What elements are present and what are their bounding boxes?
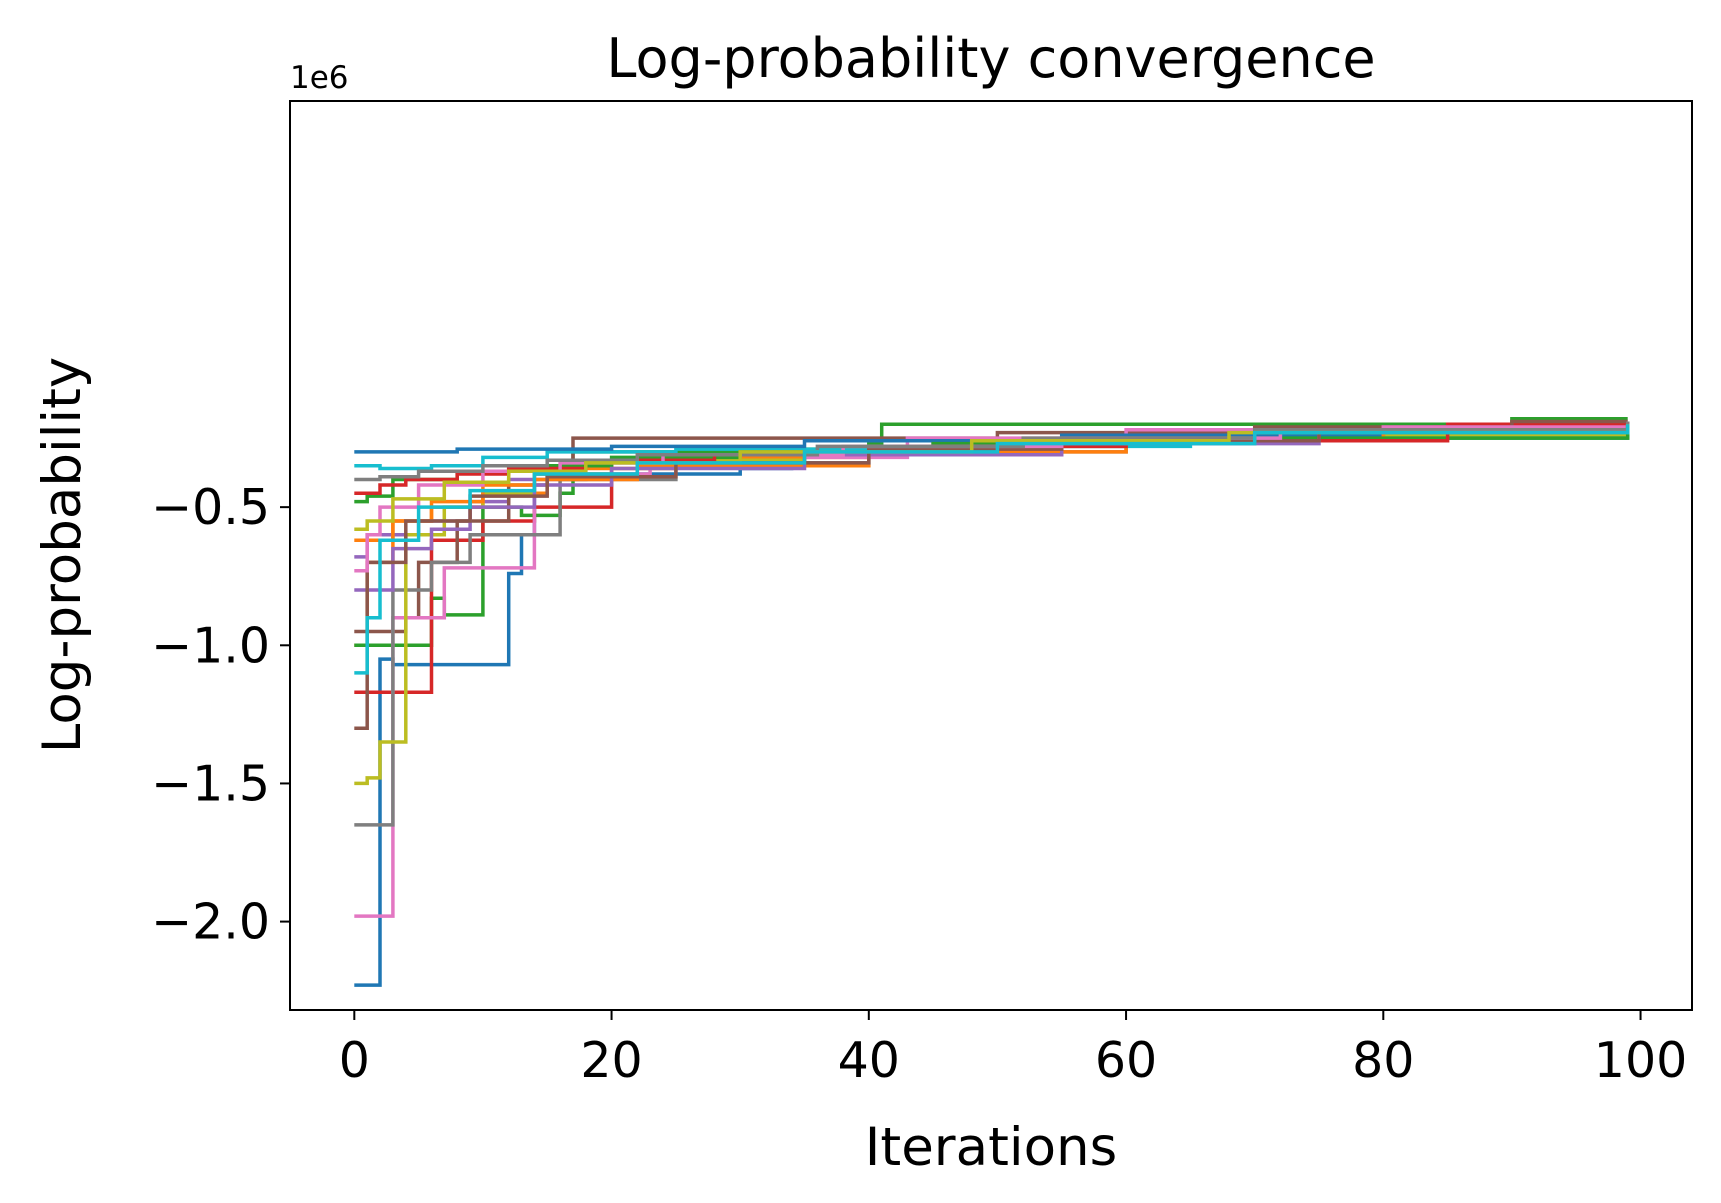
- x-tick-label: 100: [1594, 1032, 1688, 1089]
- series-line-15: [354, 427, 1630, 592]
- y-offset-label: 1e6: [290, 60, 349, 96]
- x-tick-label: 20: [580, 1032, 642, 1089]
- y-axis-label: Log-probability: [32, 357, 93, 754]
- series-line-16: [354, 424, 1630, 634]
- series-layer: [354, 416, 1630, 987]
- series-line-19: [354, 424, 1630, 532]
- x-tick-label: 0: [339, 1032, 370, 1089]
- y-ticks: −0.5 −1.0 −1.5 −2.0: [151, 479, 290, 951]
- x-tick-label: 80: [1352, 1032, 1414, 1089]
- x-tick-label: 60: [1095, 1032, 1157, 1089]
- x-tick-label: 40: [838, 1032, 900, 1089]
- chart-title: Log-probability convergence: [606, 27, 1375, 90]
- plot-frame: [289, 100, 1693, 1011]
- y-tick-label: −0.5: [151, 479, 270, 536]
- x-ticks: 0 20 40 60 80 100: [339, 1010, 1688, 1089]
- x-axis-label: Iterations: [865, 1117, 1117, 1178]
- y-tick-label: −1.0: [151, 617, 270, 674]
- y-tick-label: −2.0: [151, 894, 270, 951]
- series-line-20: [354, 424, 1630, 675]
- y-tick-label: −1.5: [151, 755, 270, 812]
